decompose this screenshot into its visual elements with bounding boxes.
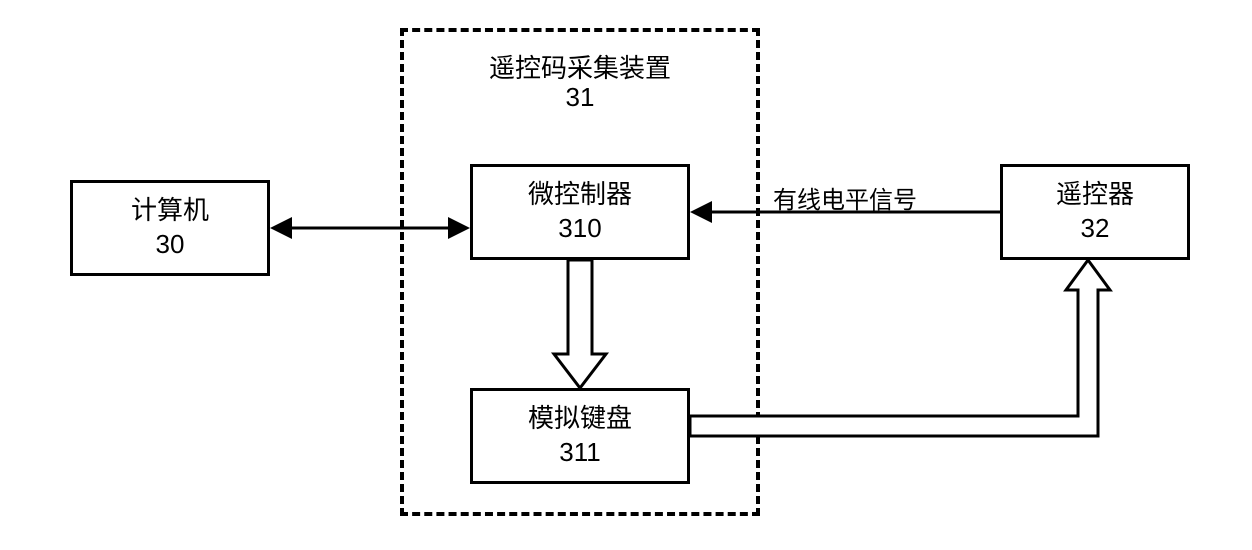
remote-box-label: 遥控器 <box>1056 178 1134 212</box>
mcu-box-label: 微控制器 <box>528 178 632 212</box>
computer-box: 计算机30 <box>70 180 270 276</box>
mcu-box-number: 310 <box>558 212 601 246</box>
computer-box-number: 30 <box>156 228 185 262</box>
keyboard-box-number: 311 <box>559 436 600 470</box>
collector-number: 31 <box>400 82 760 113</box>
collector-title: 遥控码采集装置 <box>400 48 760 85</box>
keyboard-box: 模拟键盘311 <box>470 388 690 484</box>
computer-box-label: 计算机 <box>131 194 209 228</box>
keyboard-box-label: 模拟键盘 <box>528 402 632 436</box>
signal-edge-label: 有线电平信号 <box>745 180 945 215</box>
remote-box-number: 32 <box>1081 212 1110 246</box>
mcu-box: 微控制器310 <box>470 164 690 260</box>
remote-box: 遥控器32 <box>1000 164 1190 260</box>
